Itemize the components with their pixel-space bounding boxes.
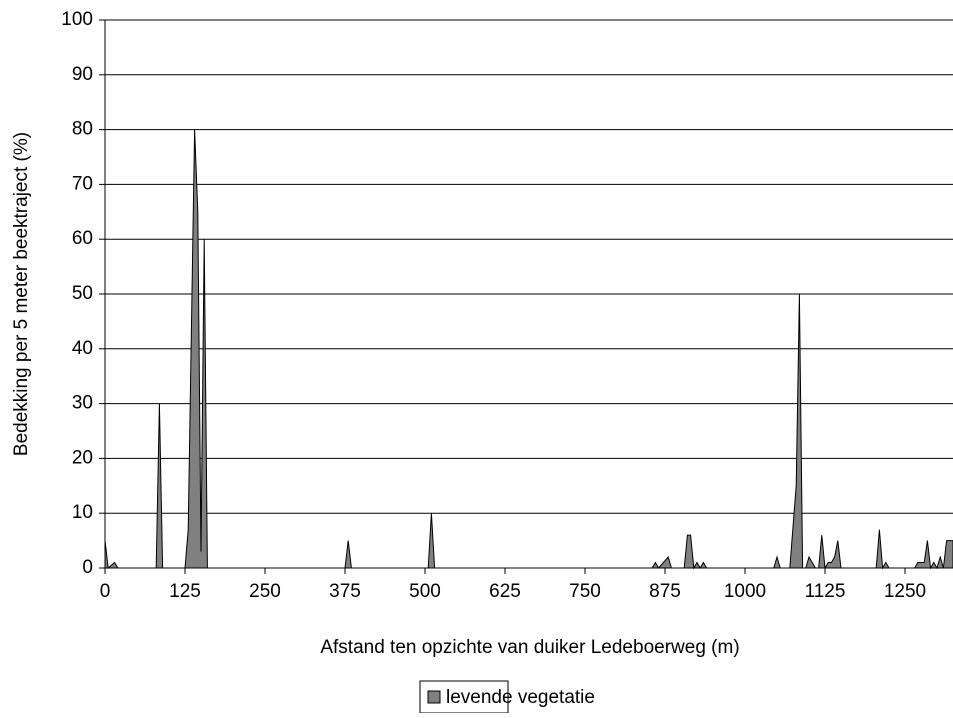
y-tick-label: 70: [72, 173, 93, 194]
y-tick-label: 90: [72, 64, 93, 85]
x-tick-label: 125: [169, 581, 201, 602]
y-tick-label: 100: [61, 9, 93, 30]
x-tick-label: 0: [100, 581, 111, 602]
x-tick-label: 875: [649, 581, 681, 602]
y-tick-label: 60: [72, 228, 93, 249]
x-tick-label: 1125: [805, 581, 846, 602]
y-tick-label: 80: [72, 119, 93, 140]
y-axis-title: Bedekking per 5 meter beektraject (%): [11, 132, 32, 456]
y-tick-label: 10: [72, 502, 93, 523]
x-tick-label: 1250: [884, 581, 926, 602]
y-tick-label: 50: [72, 283, 93, 304]
x-tick-label: 750: [569, 581, 601, 602]
legend-swatch: [427, 690, 441, 704]
legend-label: levende vegetatie: [446, 687, 595, 708]
y-tick-label: 30: [72, 393, 93, 414]
x-axis-title: Afstand ten opzichte van duiker Ledeboer…: [320, 637, 739, 658]
area: [104, 129, 953, 570]
y-tick-label: 0: [82, 557, 93, 578]
y-tick-label: 40: [72, 338, 93, 359]
x-tick-label: 500: [409, 581, 441, 602]
x-tick-label: 625: [489, 581, 521, 602]
x-tick-label: 375: [329, 581, 361, 602]
x-tick-label: 1000: [724, 581, 766, 602]
x-tick-label: 250: [249, 581, 281, 602]
y-tick-label: 20: [72, 447, 93, 468]
